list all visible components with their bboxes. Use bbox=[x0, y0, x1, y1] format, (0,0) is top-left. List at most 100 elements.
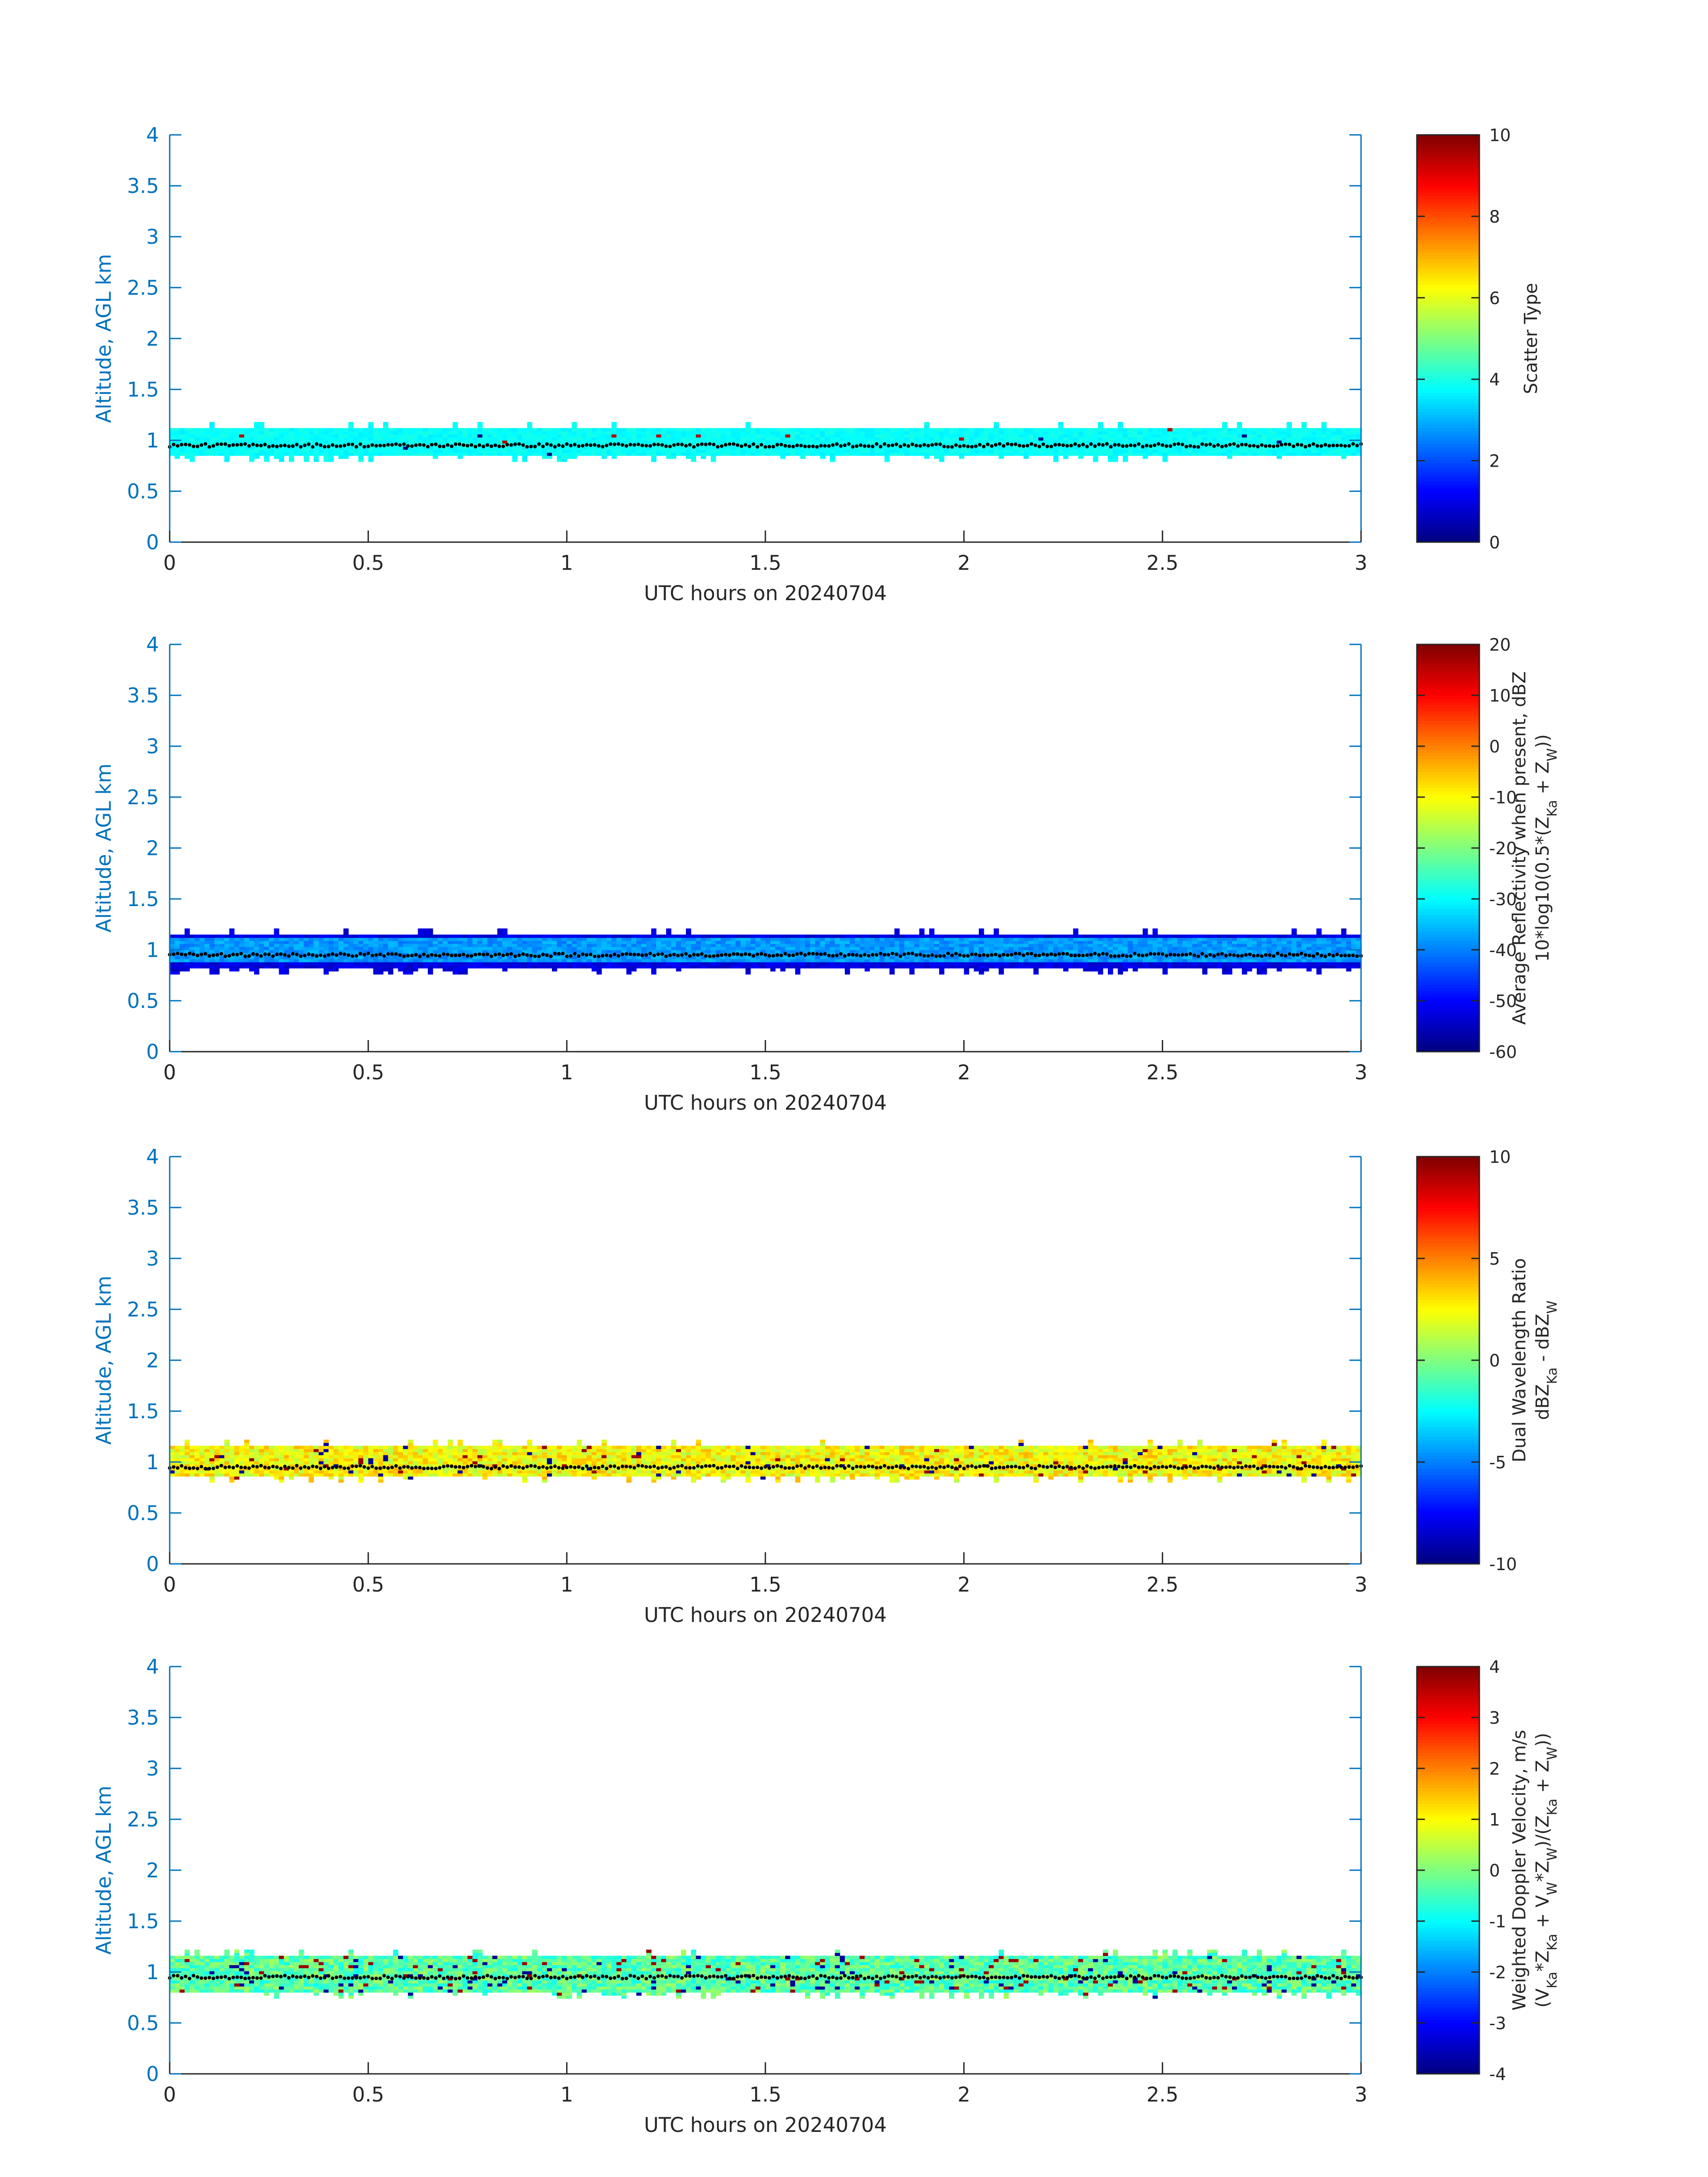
heatmap-cell bbox=[1073, 932, 1078, 935]
heatmap-cell bbox=[279, 940, 284, 944]
heatmap-cell bbox=[1013, 947, 1019, 950]
heatmap-cell bbox=[1148, 449, 1153, 453]
heatmap-cell bbox=[621, 950, 627, 953]
heatmap-cell bbox=[557, 937, 562, 941]
heatmap-cell bbox=[591, 937, 597, 941]
heatmap-cell bbox=[1187, 452, 1193, 456]
heatmap-cell bbox=[224, 947, 230, 950]
heatmap-cell bbox=[358, 947, 364, 950]
cloud-base-point bbox=[1351, 442, 1355, 446]
heatmap-cell bbox=[1023, 965, 1029, 969]
heatmap-cell bbox=[1018, 934, 1024, 938]
heatmap-cell bbox=[1083, 962, 1089, 965]
heatmap-cell bbox=[1247, 434, 1252, 438]
heatmap-cell bbox=[914, 944, 920, 947]
heatmap-cell bbox=[874, 431, 880, 435]
heatmap-cell bbox=[780, 428, 786, 431]
heatmap-cell bbox=[398, 431, 404, 435]
heatmap-cell bbox=[1048, 950, 1054, 953]
heatmap-cell bbox=[219, 965, 225, 969]
heatmap-cell bbox=[1033, 446, 1039, 450]
colorbar-step bbox=[1417, 488, 1479, 492]
heatmap-cell bbox=[373, 950, 379, 953]
heatmap-cell bbox=[1202, 452, 1207, 456]
y-tick-label: 4 bbox=[146, 123, 159, 147]
x-tick-label: 3 bbox=[1355, 551, 1368, 575]
heatmap-cell bbox=[363, 965, 369, 969]
heatmap-cell bbox=[408, 956, 413, 960]
heatmap-cell bbox=[949, 937, 954, 941]
heatmap-cell bbox=[850, 452, 855, 456]
heatmap-cell bbox=[869, 940, 875, 944]
heatmap-cell bbox=[522, 962, 527, 965]
cloud-base-point bbox=[1006, 442, 1010, 446]
heatmap-cell bbox=[244, 434, 250, 438]
colorbar-tick-label: 2 bbox=[1489, 451, 1500, 471]
heatmap-cell bbox=[492, 449, 498, 453]
heatmap-cell bbox=[204, 434, 210, 438]
colorbar-step bbox=[1417, 259, 1479, 263]
heatmap-cell bbox=[209, 434, 215, 438]
heatmap-cell bbox=[477, 965, 483, 969]
heatmap-cell bbox=[661, 434, 667, 438]
heatmap-cell bbox=[1351, 434, 1357, 438]
heatmap-cell bbox=[691, 443, 696, 447]
heatmap-cell bbox=[1008, 956, 1014, 960]
heatmap-cell bbox=[621, 937, 627, 941]
heatmap-cell bbox=[855, 962, 860, 965]
heatmap-cell bbox=[1356, 431, 1361, 435]
heatmap-cell bbox=[706, 434, 711, 438]
heatmap-cell bbox=[328, 950, 334, 953]
heatmap-cell bbox=[666, 428, 672, 431]
heatmap-cell bbox=[1296, 431, 1302, 435]
heatmap-cell bbox=[259, 965, 264, 969]
heatmap-cell bbox=[1257, 434, 1262, 438]
heatmap-cell bbox=[333, 446, 339, 450]
heatmap-cell bbox=[293, 934, 299, 938]
heatmap-cell bbox=[671, 934, 677, 938]
heatmap-cell bbox=[413, 947, 418, 950]
heatmap-cell bbox=[1222, 425, 1228, 429]
cloud-base-point bbox=[311, 445, 315, 449]
heatmap-cell bbox=[333, 962, 339, 965]
heatmap-cell bbox=[1282, 446, 1287, 450]
heatmap-cell bbox=[1093, 940, 1098, 944]
heatmap-cell bbox=[790, 452, 796, 456]
heatmap-cell bbox=[666, 440, 672, 444]
cloud-base-point bbox=[1252, 444, 1256, 448]
heatmap-cell bbox=[581, 937, 587, 941]
heatmap-cell bbox=[681, 937, 686, 941]
heatmap-cell bbox=[1316, 440, 1322, 444]
heatmap-cell bbox=[914, 937, 920, 941]
colorbar-step bbox=[1417, 526, 1479, 530]
heatmap-cell bbox=[348, 425, 354, 429]
heatmap-cell bbox=[1266, 437, 1272, 441]
heatmap-cell bbox=[398, 434, 404, 438]
heatmap-cell bbox=[973, 944, 979, 947]
heatmap-cell bbox=[254, 455, 259, 459]
heatmap-cell bbox=[726, 956, 731, 960]
heatmap-cell bbox=[576, 440, 582, 444]
heatmap-cell bbox=[641, 934, 647, 938]
heatmap-cell bbox=[899, 956, 905, 960]
heatmap-cell bbox=[309, 446, 314, 450]
heatmap-cell bbox=[1157, 446, 1163, 450]
heatmap-cell bbox=[507, 428, 513, 431]
heatmap-cell bbox=[388, 449, 393, 453]
colorbar-step bbox=[1417, 211, 1479, 215]
colorbar-step bbox=[1417, 224, 1479, 228]
heatmap-cell bbox=[914, 950, 920, 953]
heatmap-cell bbox=[259, 959, 264, 962]
heatmap-cell bbox=[760, 934, 766, 938]
heatmap-cell bbox=[338, 959, 344, 962]
heatmap-cell bbox=[765, 434, 771, 438]
heatmap-cell bbox=[1172, 434, 1178, 438]
heatmap-cell bbox=[343, 928, 349, 932]
heatmap-cell bbox=[1202, 434, 1207, 438]
cloud-base-point bbox=[545, 442, 549, 446]
heatmap-cell bbox=[1316, 437, 1322, 441]
heatmap-cell bbox=[333, 431, 339, 435]
heatmap-cell bbox=[229, 434, 235, 438]
heatmap-cell bbox=[408, 947, 413, 950]
heatmap-cell bbox=[770, 434, 776, 438]
